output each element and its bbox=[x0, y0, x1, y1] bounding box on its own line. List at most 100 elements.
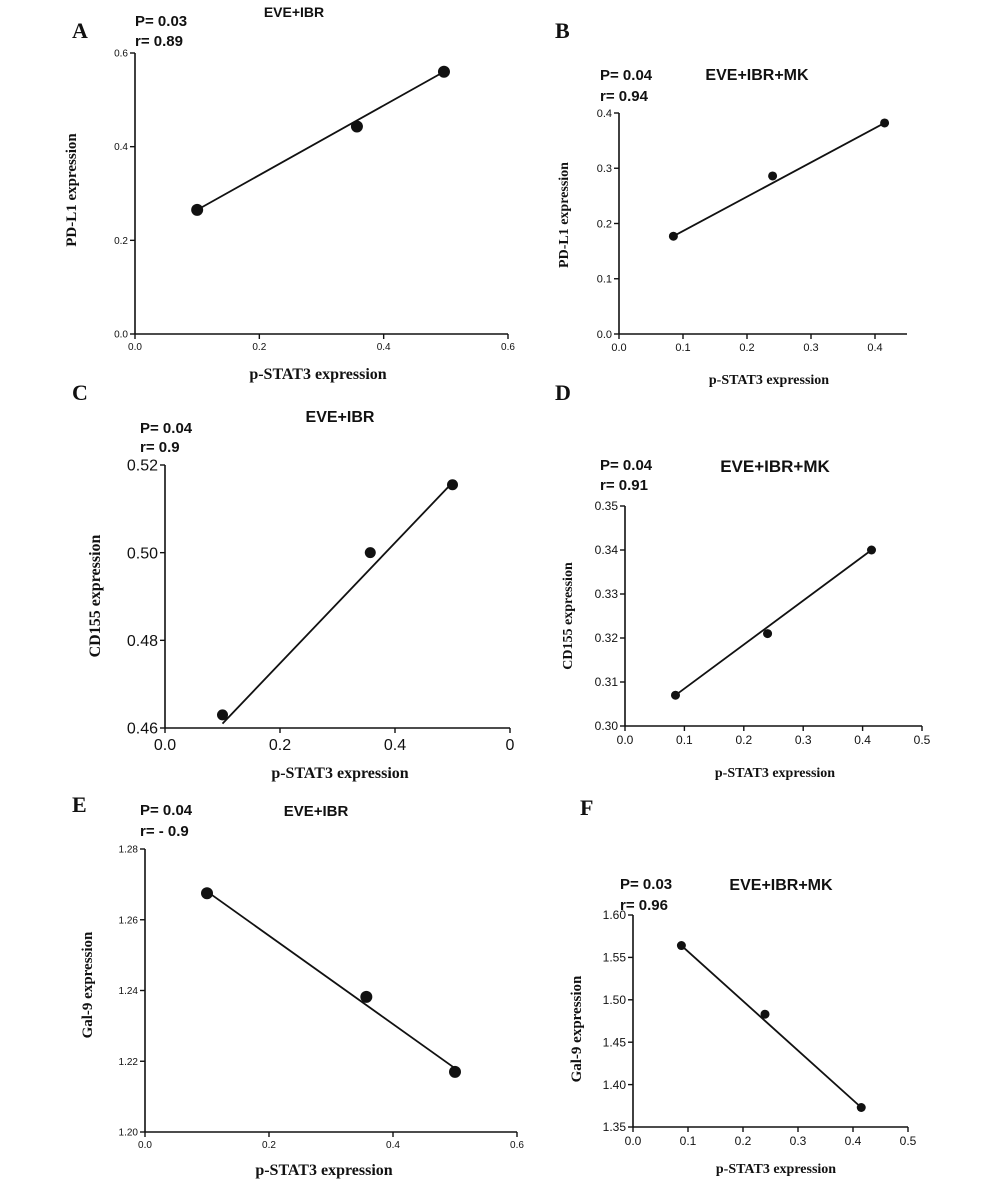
y-tick-label: 0.31 bbox=[595, 675, 619, 689]
x-tick-label: 0.2 bbox=[252, 342, 266, 353]
chart-title: EVE+IBR+MK bbox=[729, 877, 833, 894]
x-tick-label: 0.1 bbox=[675, 342, 690, 354]
y-tick-label: 1.45 bbox=[603, 1035, 627, 1049]
panel-letter-b: B bbox=[555, 18, 570, 43]
p-value-label: P= 0.04 bbox=[140, 420, 193, 437]
data-point bbox=[191, 203, 204, 216]
chart-title: EVE+IBR+MK bbox=[720, 457, 830, 476]
y-tick-label: 0.34 bbox=[595, 543, 619, 557]
y-tick-label: 0.2 bbox=[597, 218, 612, 230]
regression-line bbox=[674, 549, 873, 696]
x-axis-label: p-STAT3 expression bbox=[716, 1162, 836, 1177]
x-tick-label: 0.0 bbox=[617, 733, 634, 747]
panel-f: F P= 0.03 r= 0.96 EVE+IBR+MK 0.0 0.1 0.2 0.3 0.4… bbox=[569, 795, 917, 1177]
y-tick-label: 1.26 bbox=[119, 915, 139, 926]
x-axis-label: p-STAT3 expression bbox=[249, 366, 386, 383]
x-tick-label: 0.4 bbox=[854, 733, 871, 747]
regression-line bbox=[221, 481, 454, 725]
y-axis-label: PD-L1 expression bbox=[64, 133, 80, 247]
y-tick-label: 1.40 bbox=[603, 1078, 627, 1092]
x-tick-label: 0.0 bbox=[128, 342, 142, 353]
x-axis-label: p-STAT3 expression bbox=[255, 1162, 392, 1179]
y-tick-label: 0.1 bbox=[597, 274, 612, 286]
y-tick-label: 0.35 bbox=[595, 499, 619, 513]
x-axis-label: p-STAT3 expression bbox=[709, 373, 829, 388]
y-tick-label: 1.22 bbox=[119, 1057, 139, 1068]
panel-letter-a: A bbox=[72, 18, 88, 43]
p-value-label: P= 0.04 bbox=[600, 457, 653, 474]
y-tick-label: 1.28 bbox=[119, 845, 139, 856]
y-tick-label: 0.0 bbox=[597, 329, 612, 341]
data-point bbox=[447, 479, 458, 491]
data-point bbox=[768, 171, 778, 181]
regression-line bbox=[672, 122, 886, 238]
chart-title: EVE+IBR bbox=[306, 409, 375, 426]
chart-title: EVE+IBR+MK bbox=[705, 67, 809, 84]
data-point bbox=[668, 231, 678, 241]
x-tick-label: 0.2 bbox=[739, 342, 754, 354]
y-tick-label: 0.33 bbox=[595, 587, 619, 601]
data-point bbox=[856, 1102, 866, 1112]
y-tick-label: 1.24 bbox=[119, 986, 139, 997]
panel-c: C P= 0.04 r= 0.9 EVE+IBR 0.0 0.2 0.4 0 0.46 0.48 0… bbox=[72, 380, 515, 782]
x-tick-label: 0.6 bbox=[501, 342, 515, 353]
y-tick-label: 0.2 bbox=[114, 236, 128, 247]
x-tick-label: 0.2 bbox=[735, 733, 752, 747]
data-point bbox=[760, 1009, 770, 1019]
x-tick-label: 0.0 bbox=[138, 1140, 152, 1151]
panel-letter-e: E bbox=[72, 792, 87, 817]
y-axis-label: Gal-9 expression bbox=[80, 931, 96, 1038]
panel-a: A P= 0.03 r= 0.89 EVE+IBR 0.0 0.2 0.4 0.6 0.0 0.2… bbox=[64, 4, 515, 383]
data-point bbox=[350, 120, 363, 133]
data-point bbox=[449, 1065, 461, 1078]
x-tick-label: 0.1 bbox=[676, 733, 693, 747]
y-tick-label: 0.46 bbox=[127, 721, 158, 738]
x-tick-label: 0.2 bbox=[735, 1134, 752, 1148]
y-tick-label: 0.32 bbox=[595, 631, 619, 645]
y-tick-label: 0.30 bbox=[595, 719, 619, 733]
data-point bbox=[201, 887, 213, 900]
y-tick-label: 0.52 bbox=[127, 458, 158, 475]
data-point bbox=[880, 118, 890, 128]
x-axis-label: p-STAT3 expression bbox=[715, 766, 835, 781]
data-point bbox=[867, 545, 877, 555]
data-point bbox=[676, 941, 686, 951]
y-tick-label: 0.4 bbox=[597, 108, 612, 120]
data-point bbox=[364, 547, 376, 559]
x-tick-label: 0.3 bbox=[790, 1134, 807, 1148]
x-tick-label: 0.0 bbox=[154, 737, 176, 754]
p-value-label: P= 0.03 bbox=[620, 876, 672, 893]
data-point bbox=[217, 709, 228, 721]
p-value-label: P= 0.04 bbox=[140, 802, 193, 819]
panel-d: D P= 0.04 r= 0.91 EVE+IBR+MK 0.0 0.1 0.2 0.3 0.4… bbox=[555, 380, 931, 781]
y-axis-label: CD155 expression bbox=[561, 562, 576, 670]
x-tick-label: 0.5 bbox=[914, 733, 931, 747]
regression-line bbox=[196, 70, 445, 211]
r-value-label: r= 0.89 bbox=[135, 33, 183, 50]
chart-title: EVE+IBR bbox=[284, 803, 349, 820]
y-tick-label: 1.35 bbox=[603, 1120, 627, 1134]
r-value-label: r= 0.96 bbox=[620, 897, 668, 914]
panel-e: E P= 0.04 r= - 0.9 EVE+IBR 0.0 0.2 0.4 0.6 1.20 1… bbox=[72, 792, 524, 1179]
r-value-label: r= 0.9 bbox=[140, 439, 180, 456]
regression-line bbox=[680, 944, 862, 1109]
x-tick-label: 0.6 bbox=[510, 1140, 524, 1151]
y-axis-label: PD-L1 expression bbox=[557, 162, 572, 268]
regression-line bbox=[206, 890, 456, 1070]
y-tick-label: 1.55 bbox=[603, 951, 627, 965]
x-tick-label: 0.2 bbox=[269, 737, 291, 754]
x-axis-label: p-STAT3 expression bbox=[271, 765, 408, 782]
data-point bbox=[763, 629, 773, 639]
y-tick-label: 0.0 bbox=[114, 330, 128, 341]
y-tick-label: 1.60 bbox=[603, 908, 627, 922]
x-tick-label: 0.3 bbox=[795, 733, 812, 747]
x-tick-label: 0.0 bbox=[611, 342, 626, 354]
x-tick-label: 0 bbox=[506, 737, 515, 754]
panel-letter-d: D bbox=[555, 380, 571, 405]
y-tick-label: 1.50 bbox=[603, 993, 627, 1007]
panel-b: B P= 0.04 r= 0.94 EVE+IBR+MK 0.0 0.1 0.2 0.3 0.4… bbox=[555, 18, 907, 388]
x-tick-label: 0.4 bbox=[384, 737, 406, 754]
y-tick-label: 1.20 bbox=[119, 1128, 139, 1139]
x-tick-label: 0.2 bbox=[262, 1140, 276, 1151]
